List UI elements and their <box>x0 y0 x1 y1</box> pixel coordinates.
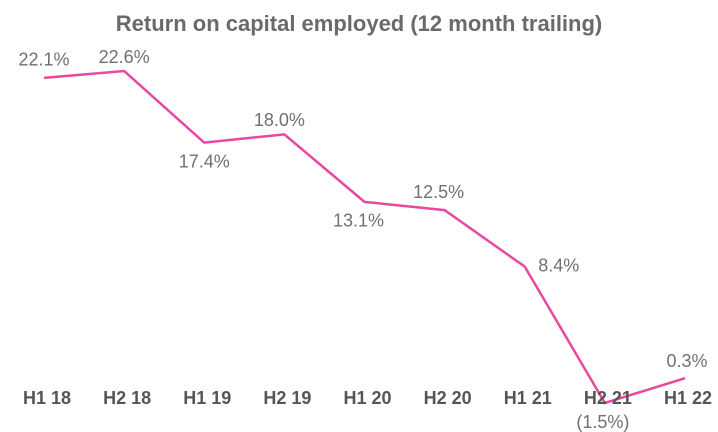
line <box>43 69 686 405</box>
data-label: 8.4% <box>538 255 579 275</box>
chart-title: Return on capital employed (12 month tra… <box>116 11 603 36</box>
data-label: (1.5%) <box>576 412 629 432</box>
x-tick-label: H1 19 <box>183 388 231 408</box>
x-tick-label: H2 21 <box>584 388 632 408</box>
data-label: 18.0% <box>254 110 305 130</box>
data-label: 0.3% <box>666 351 707 371</box>
x-tick-label: H1 18 <box>23 388 71 408</box>
x-tick-label: H1 20 <box>343 388 391 408</box>
data-label: 22.1% <box>18 50 69 70</box>
x-tick-label: H1 22 <box>664 388 712 408</box>
data-label: 12.5% <box>413 182 464 202</box>
x-tick-label: H2 20 <box>424 388 472 408</box>
x-tick-label: H2 19 <box>263 388 311 408</box>
data-label: 22.6% <box>99 47 150 67</box>
data-label: 17.4% <box>179 151 230 171</box>
x-tick-label: H1 21 <box>504 388 552 408</box>
x-tick-label: H2 18 <box>103 388 151 408</box>
data-label: 13.1% <box>333 211 384 231</box>
